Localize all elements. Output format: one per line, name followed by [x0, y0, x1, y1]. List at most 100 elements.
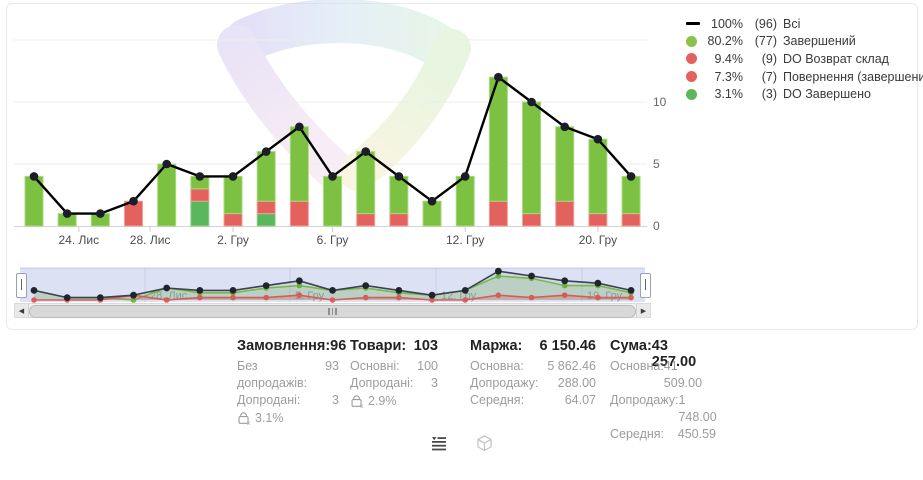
thumb-grip-icon: [335, 308, 337, 315]
bar-segment-completed[interactable]: [588, 138, 608, 215]
bar-segment-completed[interactable]: [157, 163, 177, 227]
stats-row-label: Основна:: [470, 359, 524, 373]
total-line-point[interactable]: [228, 172, 238, 181]
stats-row-value: 41 509.00: [663, 359, 703, 390]
navigator-total-point: [461, 287, 469, 294]
legend-dot-marker-icon: [686, 35, 701, 47]
legend-percent: 7.3%: [714, 69, 744, 84]
total-line-point[interactable]: [29, 172, 39, 181]
bar-segment-return[interactable]: [488, 200, 508, 227]
navigator-return-point: [362, 294, 369, 301]
bar-segment-completed[interactable]: [455, 175, 475, 227]
bar-segment-return[interactable]: [223, 213, 243, 227]
navigator-return-point: [31, 297, 37, 303]
stats-row-value: 5 862.46: [547, 359, 596, 373]
navigator-return-point: [396, 294, 402, 301]
legend-item[interactable]: 9.4% (9) DO Возврат склад: [686, 50, 918, 68]
total-line-point[interactable]: [295, 122, 304, 132]
x-axis-label: 24. Лис: [58, 233, 99, 247]
total-line-point[interactable]: [527, 97, 536, 107]
legend-percent: 80.2%: [707, 34, 743, 49]
total-line-point[interactable]: [427, 196, 437, 206]
bar-segment-completed[interactable]: [223, 175, 243, 215]
navigator-return-area: [34, 295, 632, 300]
bar-segment-return[interactable]: [555, 200, 575, 227]
navigator-left-handle[interactable]: [16, 273, 27, 298]
total-line-point[interactable]: [593, 134, 603, 144]
stats-total: 96: [330, 338, 347, 354]
legend-count: (7): [761, 69, 777, 84]
stats-row-label: Середня:: [610, 427, 665, 441]
bar-segment-completed[interactable]: [555, 126, 575, 202]
legend-line-marker-icon: [686, 22, 701, 26]
stats-title: Маржа:: [470, 338, 523, 354]
navigator-total-point: [196, 287, 204, 294]
total-line-point[interactable]: [96, 209, 105, 218]
legend-item[interactable]: 3.1% (3) DO Завершено: [686, 85, 918, 103]
bar-segment-completed[interactable]: [256, 151, 276, 202]
bar-segment-completed[interactable]: [522, 101, 542, 215]
bar-segment-return[interactable]: [522, 213, 542, 227]
total-line-point[interactable]: [261, 147, 271, 156]
total-line-point[interactable]: [460, 172, 470, 181]
legend-item[interactable]: 7.3% (7) Повернення (завершений): [686, 68, 923, 86]
scroll-right-arrow-icon[interactable]: ▶: [636, 304, 650, 317]
legend-dot-marker-icon: [686, 88, 701, 100]
total-line-point[interactable]: [129, 196, 138, 206]
total-line-point[interactable]: [494, 72, 503, 82]
handle-grip-icon: [644, 279, 646, 290]
legend-dot-marker-icon: [686, 53, 701, 65]
bar-segment-do-done[interactable]: [256, 213, 276, 227]
navigator-total-point: [262, 282, 270, 289]
total-line-point[interactable]: [62, 209, 72, 218]
bar-segment-return[interactable]: [190, 188, 210, 202]
bar-segment-do-done[interactable]: [190, 200, 210, 227]
total-line-point[interactable]: [162, 159, 171, 169]
total-line-point[interactable]: [626, 172, 636, 181]
package-box-icon[interactable]: [475, 433, 495, 453]
stats-column: Товари: 103 Основні: 100 Допродані: 3 x 2.9%: [350, 338, 438, 410]
y-axis-label: 10: [653, 95, 667, 109]
stats-row-value: 3: [431, 376, 438, 390]
total-line-point[interactable]: [394, 172, 404, 181]
bar-segment-return[interactable]: [289, 200, 309, 227]
legend-count: (77): [754, 34, 777, 49]
navigator-return-point: [197, 294, 203, 301]
x-axis-label: 2. Гру: [217, 233, 249, 247]
navigator-total-point: [528, 272, 535, 280]
stats-row-value: 3: [332, 393, 339, 407]
legend-dot-marker-icon: [686, 71, 701, 83]
scroll-left-arrow-icon[interactable]: ◀: [15, 304, 29, 317]
navigator-total-point: [295, 277, 303, 285]
bar-segment-completed[interactable]: [621, 175, 641, 215]
bar-segment-return[interactable]: [256, 200, 276, 215]
bar-segment-return[interactable]: [356, 213, 376, 227]
stats-row-label: Допродані:: [350, 376, 414, 390]
bar-segment-return[interactable]: [588, 213, 608, 227]
total-line-point[interactable]: [361, 147, 371, 156]
upsell-percent: 3.1%: [255, 411, 284, 425]
stats-title: Замовлення:: [237, 338, 331, 354]
legend-item[interactable]: 80.2% (77) Завершений: [686, 33, 918, 51]
navigator-total-point: [594, 279, 602, 287]
total-line-point[interactable]: [328, 172, 337, 181]
navigator-scrollbar[interactable]: ◀ ▶: [14, 303, 651, 318]
stats-row-label: Допродажу:: [470, 376, 539, 390]
navigator-right-handle[interactable]: [640, 273, 651, 298]
svg-text:x: x: [247, 421, 250, 426]
x-axis-label: 6. Гру: [317, 233, 349, 247]
x-axis-label: 20. Гру: [579, 233, 617, 247]
scrollbar-thumb[interactable]: [29, 305, 636, 318]
thumb-grip-icon: [328, 308, 330, 315]
total-line-point[interactable]: [560, 122, 570, 132]
bar-segment-return[interactable]: [389, 213, 409, 227]
summary-list-icon[interactable]: [429, 433, 449, 453]
bar-segment-completed[interactable]: [356, 151, 376, 215]
total-line-point[interactable]: [195, 172, 205, 181]
stats-row-label: Основні:: [350, 359, 400, 373]
bar-segment-completed[interactable]: [323, 175, 343, 227]
legend-item[interactable]: 100% (96) Всі: [686, 15, 918, 33]
navigator-completed-point: [495, 273, 502, 279]
stats-title: Сума:: [610, 338, 652, 354]
bar-segment-return[interactable]: [621, 213, 641, 227]
